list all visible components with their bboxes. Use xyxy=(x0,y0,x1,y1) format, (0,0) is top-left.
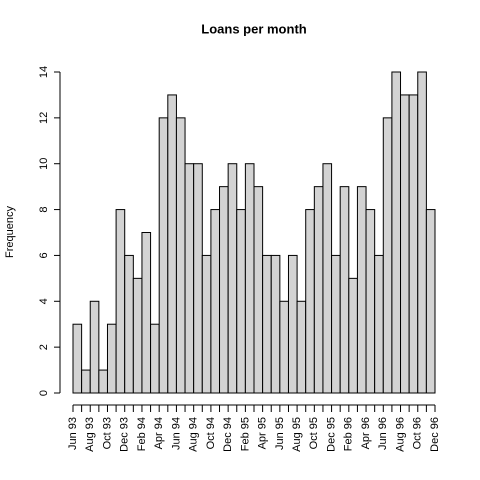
x-tick-label: Feb 96 xyxy=(343,417,355,451)
bar xyxy=(175,117,186,394)
bar xyxy=(124,254,134,394)
x-tick-label: Aug 96 xyxy=(394,417,406,452)
x-tick-label: Oct 94 xyxy=(205,417,217,449)
bar xyxy=(313,186,324,394)
bar xyxy=(356,186,367,394)
x-tick-label: Jun 96 xyxy=(377,417,389,450)
bar xyxy=(98,369,108,394)
bar xyxy=(244,163,255,394)
bar xyxy=(106,323,117,394)
bar xyxy=(253,186,264,394)
bar xyxy=(262,254,272,394)
x-tick-label: Aug 94 xyxy=(188,417,200,452)
x-tick-label: Oct 96 xyxy=(412,417,424,449)
bar xyxy=(287,254,298,394)
x-tick-label: Jun 95 xyxy=(274,417,286,450)
x-tick-label: Aug 95 xyxy=(291,417,303,452)
x-tick-label: Jun 94 xyxy=(170,417,182,450)
bar xyxy=(167,94,177,394)
bar xyxy=(184,163,195,394)
chart-title: Loans per month xyxy=(201,21,307,36)
bar xyxy=(400,94,410,394)
bar xyxy=(158,117,169,394)
y-tick-label: 4 xyxy=(38,298,50,304)
bar xyxy=(236,209,246,394)
bar xyxy=(408,94,419,394)
bar xyxy=(322,163,333,394)
bar xyxy=(305,209,315,394)
bar xyxy=(115,209,126,394)
bar xyxy=(132,277,143,394)
x-tick-label: Aug 93 xyxy=(84,417,96,452)
x-tick-label: Oct 93 xyxy=(101,417,113,449)
x-tick-label: Dec 93 xyxy=(119,417,131,452)
bar xyxy=(72,323,83,394)
bar xyxy=(89,300,100,394)
y-tick-label: 6 xyxy=(38,252,50,258)
x-tick-label: Jun 93 xyxy=(67,417,79,450)
bar xyxy=(279,300,289,394)
x-tick-label: Apr 96 xyxy=(360,417,372,449)
bar xyxy=(296,300,307,394)
y-tick-label: 12 xyxy=(38,112,50,124)
bar xyxy=(150,323,160,394)
y-tick-label: 14 xyxy=(38,66,50,78)
y-tick-label: 2 xyxy=(38,344,50,350)
bar xyxy=(227,163,238,394)
bar xyxy=(210,209,221,394)
bar xyxy=(201,254,212,394)
x-tick-label: Dec 94 xyxy=(222,417,234,452)
x-tick-label: Dec 95 xyxy=(325,417,337,452)
bar xyxy=(417,71,427,394)
bar xyxy=(365,209,376,394)
bar xyxy=(339,186,350,394)
bar xyxy=(374,254,384,394)
y-axis-label: Frequency xyxy=(4,206,16,258)
y-tick-label: 8 xyxy=(38,207,50,213)
bar xyxy=(141,232,152,394)
y-tick-label: 0 xyxy=(38,390,50,396)
x-tick-label: Apr 95 xyxy=(257,417,269,449)
y-tick-label: 10 xyxy=(38,158,50,170)
bar xyxy=(219,186,229,394)
x-tick-label: Dec 96 xyxy=(429,417,441,452)
bar xyxy=(425,209,436,394)
x-tick-label: Feb 94 xyxy=(136,417,148,451)
bar xyxy=(270,254,281,394)
x-tick-label: Apr 94 xyxy=(153,417,165,449)
bar xyxy=(81,369,91,394)
bar xyxy=(331,254,341,394)
bar xyxy=(391,71,402,394)
bar xyxy=(382,117,393,394)
bar xyxy=(193,163,203,394)
bar xyxy=(348,277,358,394)
x-tick-label: Feb 95 xyxy=(239,417,251,451)
x-tick-label: Oct 95 xyxy=(308,417,320,449)
